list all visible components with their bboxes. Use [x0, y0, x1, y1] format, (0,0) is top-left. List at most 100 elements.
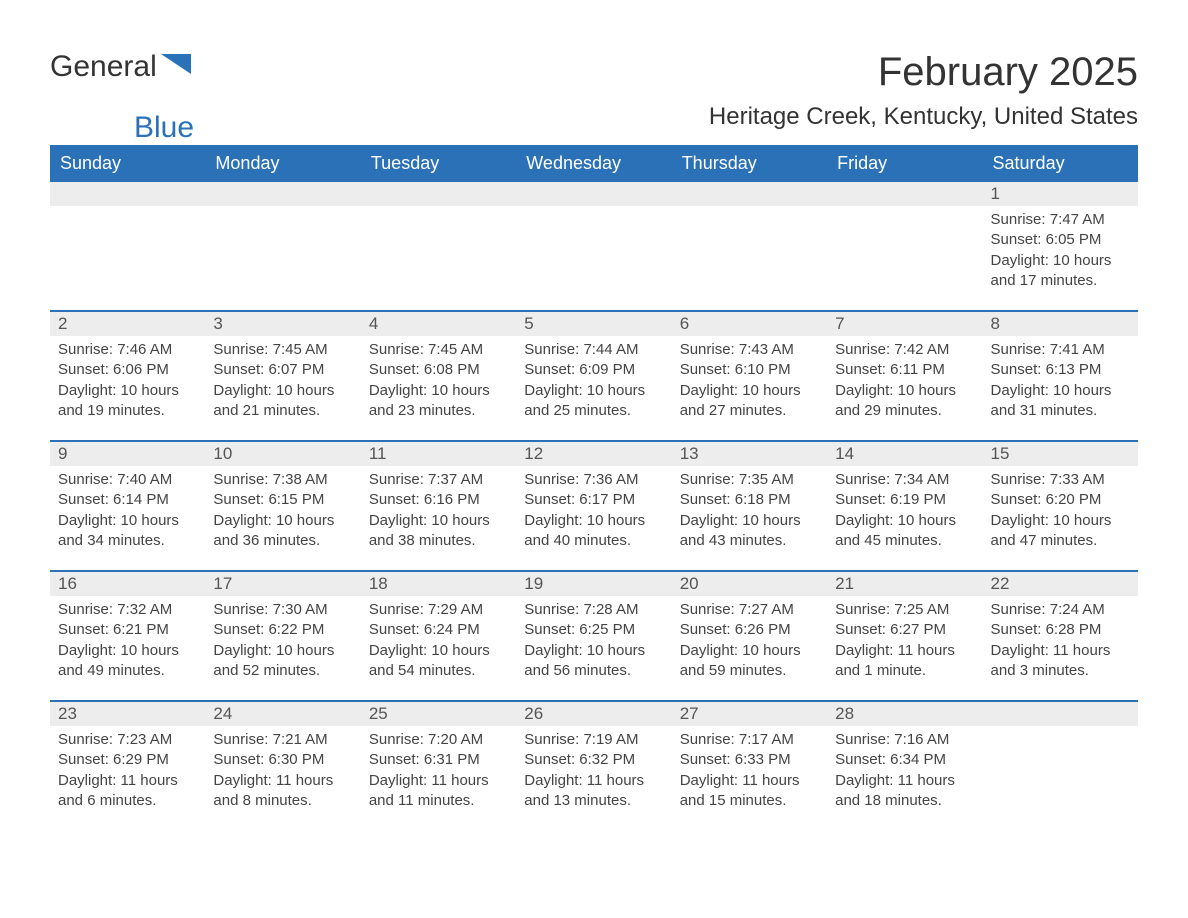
- day-details: Sunrise: 7:32 AMSunset: 6:21 PMDaylight:…: [50, 596, 205, 691]
- calendar-day: 7Sunrise: 7:42 AMSunset: 6:11 PMDaylight…: [827, 312, 982, 440]
- weekday-header-row: SundayMondayTuesdayWednesdayThursdayFrid…: [50, 145, 1138, 182]
- sunset-line: Sunset: 6:29 PM: [58, 750, 197, 770]
- day-number: 26: [516, 702, 671, 726]
- sunset-line: Sunset: 6:26 PM: [680, 620, 819, 640]
- weekday-header: Wednesday: [516, 145, 671, 182]
- sunset-line: Sunset: 6:20 PM: [991, 490, 1130, 510]
- daylight-line: Daylight: 10 hours and 43 minutes.: [680, 511, 819, 552]
- calendar-day: 8Sunrise: 7:41 AMSunset: 6:13 PMDaylight…: [983, 312, 1138, 440]
- sunrise-line: Sunrise: 7:43 AM: [680, 340, 819, 360]
- empty-day: [983, 702, 1138, 726]
- sunrise-line: Sunrise: 7:16 AM: [835, 730, 974, 750]
- sunrise-line: Sunrise: 7:19 AM: [524, 730, 663, 750]
- daylight-line: Daylight: 11 hours and 15 minutes.: [680, 771, 819, 812]
- daylight-line: Daylight: 10 hours and 17 minutes.: [991, 251, 1130, 292]
- calendar: SundayMondayTuesdayWednesdayThursdayFrid…: [50, 145, 1138, 830]
- day-details: Sunrise: 7:37 AMSunset: 6:16 PMDaylight:…: [361, 466, 516, 561]
- sunset-line: Sunset: 6:19 PM: [835, 490, 974, 510]
- sunset-line: Sunset: 6:22 PM: [213, 620, 352, 640]
- day-details: Sunrise: 7:33 AMSunset: 6:20 PMDaylight:…: [983, 466, 1138, 561]
- day-number: 25: [361, 702, 516, 726]
- day-number: 18: [361, 572, 516, 596]
- sunset-line: Sunset: 6:09 PM: [524, 360, 663, 380]
- daylight-line: Daylight: 10 hours and 49 minutes.: [58, 641, 197, 682]
- day-number: 5: [516, 312, 671, 336]
- day-details: Sunrise: 7:45 AMSunset: 6:07 PMDaylight:…: [205, 336, 360, 431]
- calendar-day: [516, 182, 671, 310]
- sunset-line: Sunset: 6:17 PM: [524, 490, 663, 510]
- logo-text-blue: Blue: [134, 111, 194, 145]
- sunset-line: Sunset: 6:25 PM: [524, 620, 663, 640]
- day-details: Sunrise: 7:25 AMSunset: 6:27 PMDaylight:…: [827, 596, 982, 691]
- sunset-line: Sunset: 6:34 PM: [835, 750, 974, 770]
- weekday-header: Tuesday: [361, 145, 516, 182]
- daylight-line: Daylight: 10 hours and 31 minutes.: [991, 381, 1130, 422]
- day-details: Sunrise: 7:21 AMSunset: 6:30 PMDaylight:…: [205, 726, 360, 821]
- location-subtitle: Heritage Creek, Kentucky, United States: [709, 103, 1138, 131]
- calendar-day: 12Sunrise: 7:36 AMSunset: 6:17 PMDayligh…: [516, 442, 671, 570]
- sunset-line: Sunset: 6:14 PM: [58, 490, 197, 510]
- calendar-week: 2Sunrise: 7:46 AMSunset: 6:06 PMDaylight…: [50, 310, 1138, 440]
- daylight-line: Daylight: 11 hours and 6 minutes.: [58, 771, 197, 812]
- calendar-day: [983, 702, 1138, 830]
- day-number: 20: [672, 572, 827, 596]
- daylight-line: Daylight: 10 hours and 52 minutes.: [213, 641, 352, 682]
- sunrise-line: Sunrise: 7:45 AM: [213, 340, 352, 360]
- calendar-day: 16Sunrise: 7:32 AMSunset: 6:21 PMDayligh…: [50, 572, 205, 700]
- day-details: Sunrise: 7:46 AMSunset: 6:06 PMDaylight:…: [50, 336, 205, 431]
- calendar-week: 23Sunrise: 7:23 AMSunset: 6:29 PMDayligh…: [50, 700, 1138, 830]
- weekday-header: Saturday: [983, 145, 1138, 182]
- daylight-line: Daylight: 10 hours and 38 minutes.: [369, 511, 508, 552]
- logo: General: [50, 50, 195, 84]
- daylight-line: Daylight: 11 hours and 13 minutes.: [524, 771, 663, 812]
- day-number: 13: [672, 442, 827, 466]
- sunset-line: Sunset: 6:10 PM: [680, 360, 819, 380]
- daylight-line: Daylight: 10 hours and 54 minutes.: [369, 641, 508, 682]
- calendar-day: 26Sunrise: 7:19 AMSunset: 6:32 PMDayligh…: [516, 702, 671, 830]
- day-number: 24: [205, 702, 360, 726]
- daylight-line: Daylight: 11 hours and 3 minutes.: [991, 641, 1130, 682]
- daylight-line: Daylight: 10 hours and 19 minutes.: [58, 381, 197, 422]
- calendar-day: 1Sunrise: 7:47 AMSunset: 6:05 PMDaylight…: [983, 182, 1138, 310]
- day-details: Sunrise: 7:47 AMSunset: 6:05 PMDaylight:…: [983, 206, 1138, 301]
- sunrise-line: Sunrise: 7:17 AM: [680, 730, 819, 750]
- sunrise-line: Sunrise: 7:34 AM: [835, 470, 974, 490]
- day-details: Sunrise: 7:30 AMSunset: 6:22 PMDaylight:…: [205, 596, 360, 691]
- day-number: 7: [827, 312, 982, 336]
- empty-day: [361, 182, 516, 206]
- empty-day: [672, 182, 827, 206]
- calendar-day: 28Sunrise: 7:16 AMSunset: 6:34 PMDayligh…: [827, 702, 982, 830]
- day-details: Sunrise: 7:16 AMSunset: 6:34 PMDaylight:…: [827, 726, 982, 821]
- weekday-header: Monday: [205, 145, 360, 182]
- calendar-day: 14Sunrise: 7:34 AMSunset: 6:19 PMDayligh…: [827, 442, 982, 570]
- daylight-line: Daylight: 10 hours and 23 minutes.: [369, 381, 508, 422]
- sunset-line: Sunset: 6:18 PM: [680, 490, 819, 510]
- daylight-line: Daylight: 10 hours and 34 minutes.: [58, 511, 197, 552]
- sunrise-line: Sunrise: 7:40 AM: [58, 470, 197, 490]
- sunset-line: Sunset: 6:30 PM: [213, 750, 352, 770]
- sunset-line: Sunset: 6:11 PM: [835, 360, 974, 380]
- day-number: 12: [516, 442, 671, 466]
- sunrise-line: Sunrise: 7:33 AM: [991, 470, 1130, 490]
- day-details: Sunrise: 7:27 AMSunset: 6:26 PMDaylight:…: [672, 596, 827, 691]
- logo-text-general: General: [50, 50, 157, 84]
- day-number: 28: [827, 702, 982, 726]
- calendar-day: 22Sunrise: 7:24 AMSunset: 6:28 PMDayligh…: [983, 572, 1138, 700]
- sunrise-line: Sunrise: 7:38 AM: [213, 470, 352, 490]
- calendar-day: 10Sunrise: 7:38 AMSunset: 6:15 PMDayligh…: [205, 442, 360, 570]
- day-number: 19: [516, 572, 671, 596]
- day-details: Sunrise: 7:28 AMSunset: 6:25 PMDaylight:…: [516, 596, 671, 691]
- sunrise-line: Sunrise: 7:45 AM: [369, 340, 508, 360]
- daylight-line: Daylight: 10 hours and 47 minutes.: [991, 511, 1130, 552]
- sunrise-line: Sunrise: 7:41 AM: [991, 340, 1130, 360]
- day-details: Sunrise: 7:20 AMSunset: 6:31 PMDaylight:…: [361, 726, 516, 821]
- calendar-day: [672, 182, 827, 310]
- calendar-day: 6Sunrise: 7:43 AMSunset: 6:10 PMDaylight…: [672, 312, 827, 440]
- day-details: Sunrise: 7:29 AMSunset: 6:24 PMDaylight:…: [361, 596, 516, 691]
- daylight-line: Daylight: 10 hours and 36 minutes.: [213, 511, 352, 552]
- sunrise-line: Sunrise: 7:28 AM: [524, 600, 663, 620]
- day-number: 6: [672, 312, 827, 336]
- calendar-day: [205, 182, 360, 310]
- day-number: 10: [205, 442, 360, 466]
- day-details: Sunrise: 7:34 AMSunset: 6:19 PMDaylight:…: [827, 466, 982, 561]
